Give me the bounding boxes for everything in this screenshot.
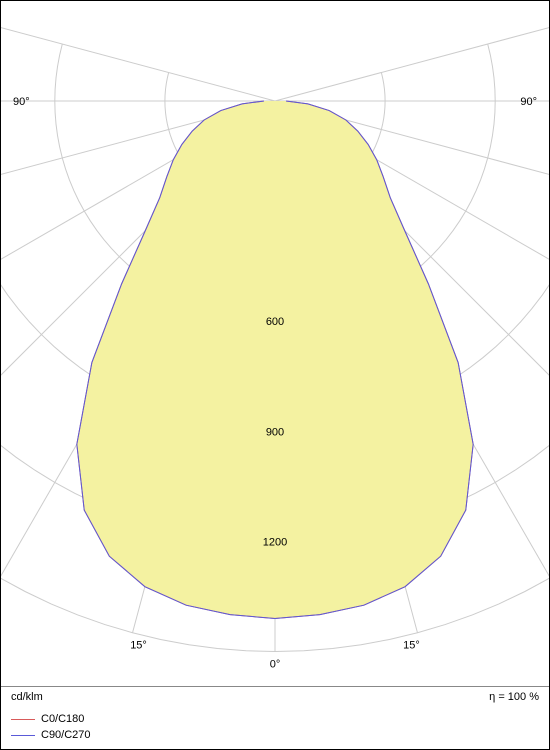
svg-text:900: 900 [266,426,284,438]
legend-item: C0/C180 [11,711,91,727]
svg-text:90°: 90° [520,96,537,108]
legend-label: C0/C180 [41,711,84,727]
svg-text:90°: 90° [13,96,30,108]
polar-chart: 6009001200105°90°75°60°45°30°105°90°75°6… [1,1,549,677]
legend-item: C90/C270 [11,727,91,743]
unit-label: cd/klm [11,691,43,703]
efficiency-label: η = 100 % [489,691,539,703]
polar-chart-container: 6009001200105°90°75°60°45°30°105°90°75°6… [0,0,550,750]
legend-swatch [11,735,35,736]
svg-text:600: 600 [266,316,284,328]
chart-footer: cd/klm η = 100 % [1,686,549,703]
legend: C0/C180 C90/C270 [11,711,91,743]
legend-swatch [11,719,35,720]
svg-text:0°: 0° [270,659,281,671]
svg-text:15°: 15° [403,640,420,652]
svg-text:15°: 15° [130,640,147,652]
svg-text:1200: 1200 [263,536,287,548]
legend-label: C90/C270 [41,727,91,743]
